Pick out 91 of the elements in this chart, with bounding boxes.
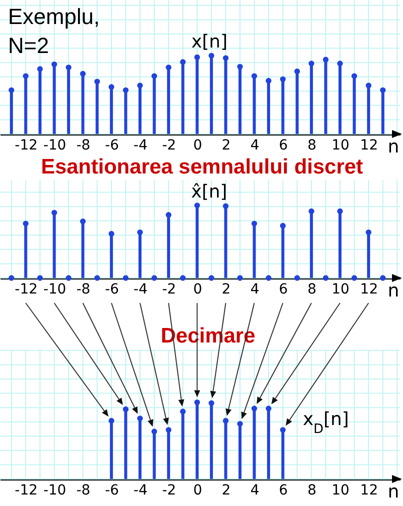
x-tick-label: -2 xyxy=(162,282,176,298)
x-tick-label: -12 xyxy=(14,138,38,154)
point xyxy=(180,408,186,414)
x-tick-label: -4 xyxy=(134,482,148,498)
x-tick-label: 4 xyxy=(250,282,260,298)
point xyxy=(308,60,314,66)
point xyxy=(137,82,143,88)
point xyxy=(251,73,258,79)
point xyxy=(266,406,272,412)
x-tick-label: -6 xyxy=(104,138,119,154)
point xyxy=(294,68,300,74)
point xyxy=(8,87,14,93)
series-label: x̂[n] xyxy=(191,181,228,202)
point xyxy=(194,54,200,60)
x-tick-label: 0 xyxy=(193,138,202,154)
point xyxy=(366,229,372,236)
point xyxy=(180,59,186,65)
point xyxy=(208,52,214,59)
point xyxy=(122,406,129,412)
annotation: Exemplu, N=2 xyxy=(8,4,100,58)
point xyxy=(51,210,58,216)
point xyxy=(322,56,329,62)
x-tick-label: -12 xyxy=(14,482,38,498)
point xyxy=(251,406,258,412)
x-tick-label: 8 xyxy=(307,482,316,498)
x-tick-label: -6 xyxy=(104,482,119,498)
x-tick-label: 2 xyxy=(222,138,231,154)
point xyxy=(66,64,72,70)
point xyxy=(151,428,158,434)
point xyxy=(122,87,129,93)
chart-title: Esantionarea semnalului discret xyxy=(40,156,364,178)
x-tick-label: 12 xyxy=(360,482,378,498)
x-tick-label: -2 xyxy=(162,482,176,498)
x-tick-label: 6 xyxy=(278,282,288,298)
point xyxy=(266,78,272,84)
x-tick-label: 10 xyxy=(332,482,350,498)
point xyxy=(351,73,358,79)
point xyxy=(222,55,229,61)
x-tick-label: 4 xyxy=(250,138,260,154)
point xyxy=(280,427,286,433)
x-tick-label: 2 xyxy=(222,282,231,298)
point xyxy=(280,222,286,229)
point xyxy=(108,230,114,237)
x-tick-label: 4 xyxy=(250,482,260,498)
point xyxy=(280,76,286,82)
point xyxy=(166,64,172,70)
series-label: x$_{D}$[n] xyxy=(302,408,349,436)
point xyxy=(308,208,314,214)
point xyxy=(380,87,386,93)
x-tick-label: 8 xyxy=(307,282,316,298)
x-axis-title: n xyxy=(388,136,400,158)
x-tick-label: 2 xyxy=(222,482,231,498)
x-tick-label: 8 xyxy=(307,138,316,154)
x-tick-label: 12 xyxy=(360,282,378,298)
x-tick-label: -6 xyxy=(104,282,119,298)
point xyxy=(151,73,158,79)
x-tick-label: -8 xyxy=(76,282,90,298)
point xyxy=(22,73,29,79)
x-tick-label: -10 xyxy=(43,482,66,498)
point xyxy=(22,220,29,226)
point xyxy=(137,416,143,422)
x-tick-label: -10 xyxy=(43,138,66,154)
point xyxy=(337,60,343,66)
x-tick-label: -8 xyxy=(76,138,90,154)
x-tick-label: 6 xyxy=(278,482,288,498)
point xyxy=(222,418,229,424)
point xyxy=(37,66,43,72)
point xyxy=(366,82,372,88)
point xyxy=(208,400,214,406)
series-label: x[n] xyxy=(191,32,228,53)
point xyxy=(222,203,229,209)
x-tick-label: 6 xyxy=(278,138,288,154)
x-axis-title: n xyxy=(388,482,400,502)
x-tick-label: 10 xyxy=(332,282,350,298)
point xyxy=(166,427,172,433)
x-tick-label: 12 xyxy=(360,138,378,154)
x-tick-label: 0 xyxy=(193,482,202,498)
point xyxy=(237,64,243,70)
point xyxy=(108,84,114,90)
x-tick-label: -4 xyxy=(134,138,148,154)
x-tick-label: -2 xyxy=(162,138,176,154)
x-tick-label: -12 xyxy=(14,282,38,298)
x-tick-label: -8 xyxy=(76,482,90,498)
x-tick-label: 0 xyxy=(193,282,202,298)
x-tick-label: -10 xyxy=(43,282,66,298)
x-axis-title: n xyxy=(388,280,400,302)
point xyxy=(251,220,258,226)
point xyxy=(94,78,100,84)
x-tick-label: 10 xyxy=(332,138,350,154)
point xyxy=(51,61,58,68)
x-tick-label: -4 xyxy=(134,282,148,298)
